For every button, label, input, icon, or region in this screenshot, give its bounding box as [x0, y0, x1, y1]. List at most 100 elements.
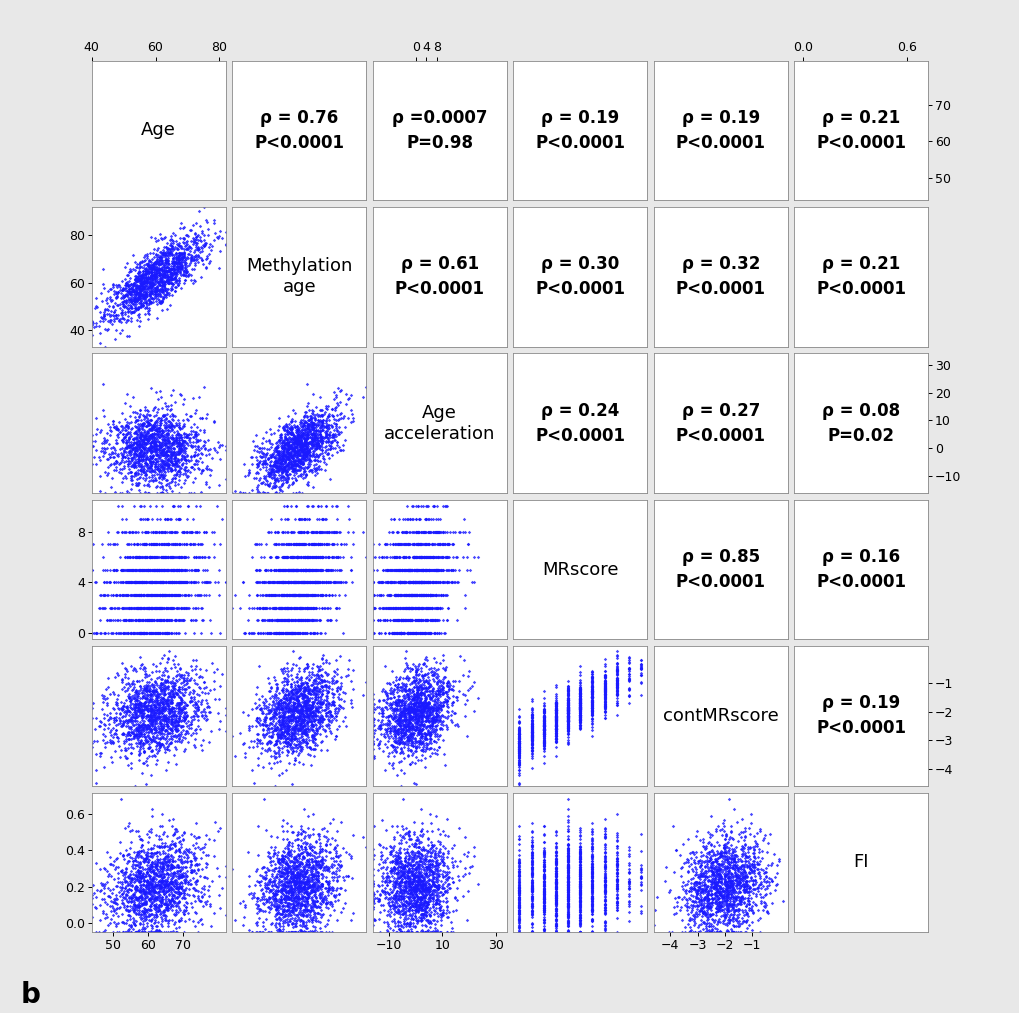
- Point: [153, 715, 169, 731]
- Point: [320, 881, 336, 898]
- Point: [149, 251, 165, 267]
- Point: [123, 850, 140, 866]
- Point: [145, 706, 161, 722]
- Point: [309, 868, 325, 884]
- Point: [140, 292, 156, 308]
- Point: [282, 728, 299, 745]
- Point: [423, 722, 439, 738]
- Point: [294, 574, 311, 591]
- Point: [307, 453, 323, 469]
- Point: [133, 421, 150, 438]
- Point: [371, 886, 387, 903]
- Point: [596, 678, 612, 694]
- Point: [326, 840, 342, 856]
- Point: [172, 574, 189, 591]
- Point: [424, 536, 440, 552]
- Point: [416, 855, 432, 871]
- Point: [415, 872, 431, 888]
- Point: [141, 735, 157, 752]
- Point: [129, 625, 146, 641]
- Point: [189, 706, 205, 722]
- Point: [572, 696, 588, 712]
- Point: [179, 667, 196, 683]
- Point: [153, 913, 169, 929]
- Point: [272, 891, 288, 908]
- Point: [136, 451, 152, 467]
- Point: [169, 426, 185, 443]
- Point: [294, 676, 311, 692]
- Point: [309, 892, 325, 909]
- Point: [294, 698, 311, 714]
- Point: [288, 625, 305, 641]
- Point: [199, 250, 215, 266]
- Point: [365, 574, 381, 591]
- Point: [261, 587, 277, 603]
- Point: [178, 459, 195, 475]
- Point: [171, 587, 187, 603]
- Point: [154, 863, 170, 879]
- Point: [136, 904, 152, 920]
- Point: [148, 663, 164, 679]
- Point: [138, 261, 154, 278]
- Point: [425, 842, 441, 858]
- Point: [171, 699, 187, 715]
- Point: [144, 574, 160, 591]
- Point: [131, 271, 148, 288]
- Point: [160, 868, 176, 884]
- Point: [166, 283, 182, 299]
- Point: [142, 426, 158, 443]
- Point: [397, 898, 414, 914]
- Point: [751, 870, 767, 886]
- Point: [122, 867, 139, 883]
- Point: [164, 444, 180, 460]
- Point: [407, 865, 423, 881]
- Point: [121, 689, 138, 705]
- Point: [109, 874, 125, 890]
- Point: [144, 561, 160, 577]
- Point: [404, 708, 420, 724]
- Point: [130, 728, 147, 745]
- Point: [279, 814, 296, 831]
- Point: [290, 856, 307, 872]
- Point: [138, 440, 154, 456]
- Point: [445, 705, 462, 721]
- Point: [125, 866, 142, 882]
- Point: [511, 725, 527, 742]
- Point: [120, 718, 137, 734]
- Point: [151, 549, 167, 565]
- Point: [403, 695, 419, 711]
- Point: [395, 549, 412, 565]
- Point: [256, 711, 272, 727]
- Point: [418, 587, 434, 603]
- Point: [559, 699, 576, 715]
- Point: [731, 901, 747, 917]
- Point: [132, 432, 149, 448]
- Point: [410, 689, 426, 705]
- Point: [445, 574, 462, 591]
- Point: [717, 868, 734, 884]
- Point: [130, 278, 147, 294]
- Point: [312, 426, 328, 443]
- Point: [584, 859, 600, 875]
- Point: [288, 485, 305, 501]
- Point: [161, 587, 177, 603]
- Point: [420, 723, 436, 739]
- Point: [149, 536, 165, 552]
- Point: [411, 725, 427, 742]
- Point: [425, 913, 441, 929]
- Point: [416, 910, 432, 926]
- Point: [118, 299, 135, 315]
- Point: [414, 822, 430, 838]
- Point: [572, 690, 588, 706]
- Point: [156, 456, 172, 472]
- Point: [303, 536, 319, 552]
- Point: [277, 436, 293, 452]
- Point: [719, 924, 736, 940]
- Point: [146, 878, 162, 894]
- Point: [257, 921, 273, 937]
- Point: [253, 574, 269, 591]
- Point: [547, 723, 564, 739]
- Point: [572, 868, 588, 884]
- Point: [584, 872, 600, 888]
- Point: [307, 452, 323, 468]
